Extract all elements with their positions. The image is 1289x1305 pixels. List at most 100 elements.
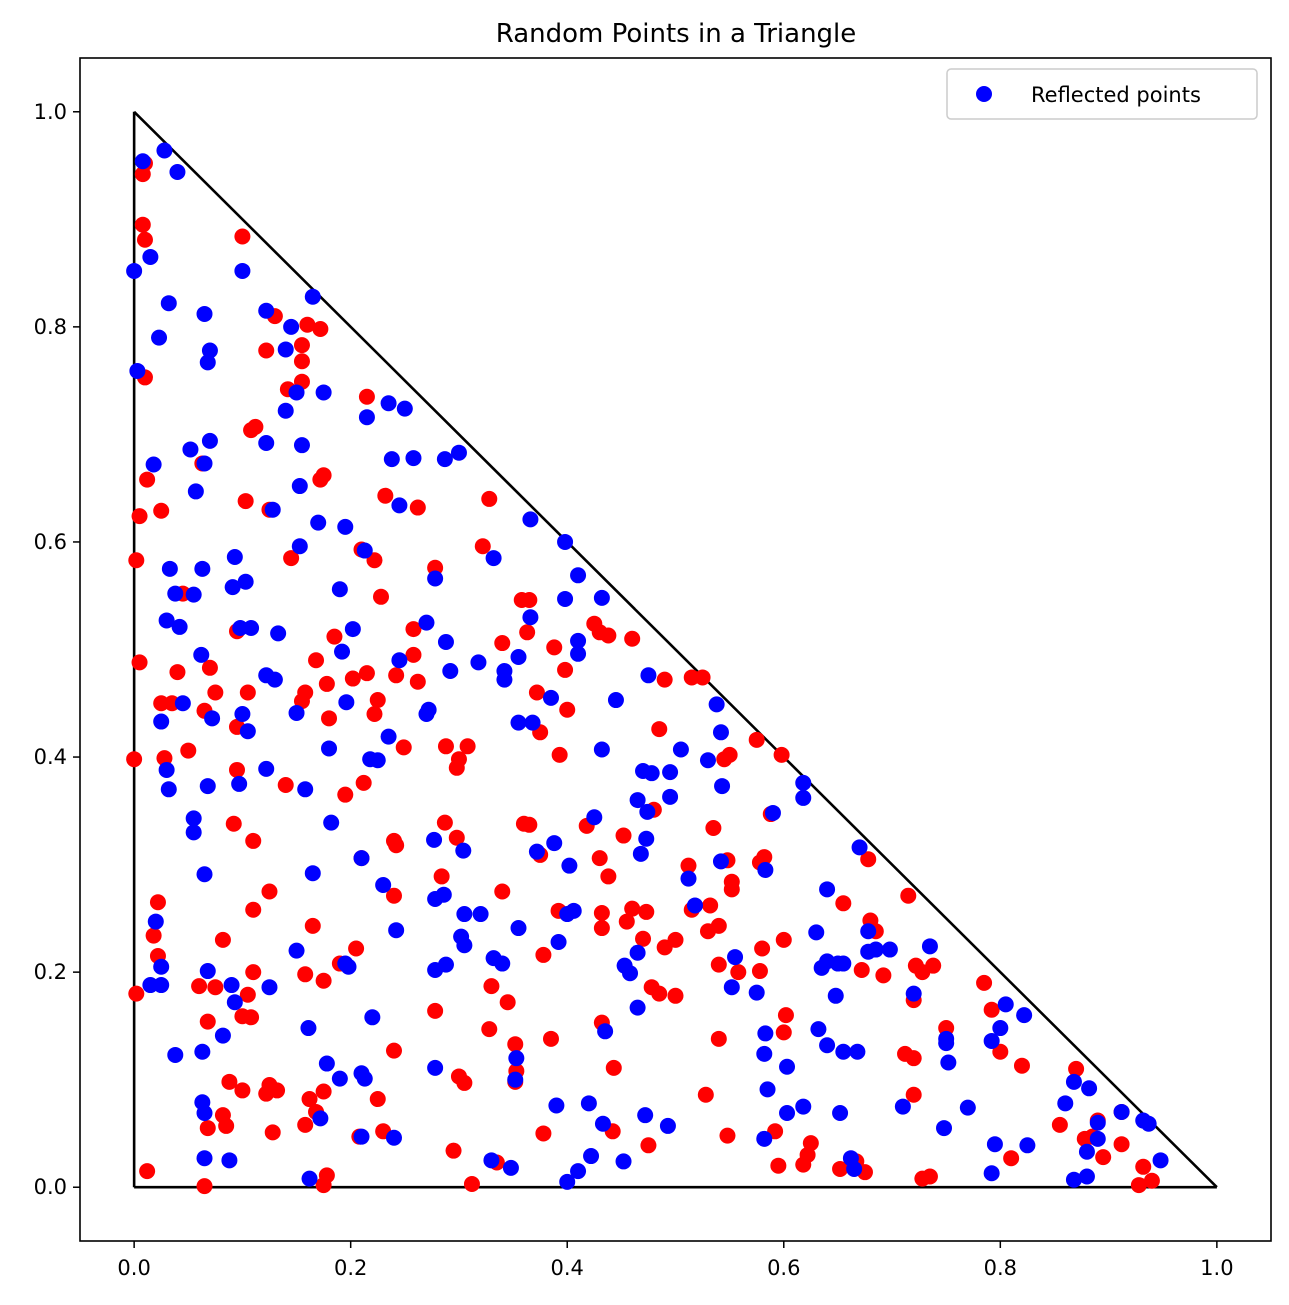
reflected-point — [226, 549, 243, 566]
reflected-point — [129, 362, 146, 379]
reflected-point — [629, 792, 646, 809]
reflected-point — [723, 979, 740, 996]
reflected-point — [375, 877, 392, 894]
red-point — [593, 920, 610, 937]
reflected-point — [158, 612, 175, 629]
reflected-point — [380, 728, 397, 745]
red-point — [875, 967, 892, 984]
reflected-point — [427, 570, 444, 587]
red-point — [139, 1163, 156, 1180]
x-tick-label: 0.4 — [551, 1256, 584, 1280]
reflected-point — [315, 384, 332, 401]
reflected-point — [593, 741, 610, 758]
reflected-point — [570, 1163, 587, 1180]
reflected-point — [167, 1046, 184, 1063]
reflected-point — [226, 994, 243, 1011]
reflected-point — [699, 752, 716, 769]
red-point — [405, 621, 422, 638]
x-tick-label: 0.8 — [984, 1256, 1017, 1280]
red-point — [521, 592, 538, 609]
reflected-point — [557, 590, 574, 607]
reflected-point — [436, 451, 453, 468]
red-point — [802, 1135, 819, 1152]
red-point — [591, 850, 608, 867]
reflected-point — [629, 944, 646, 961]
red-point — [600, 627, 617, 644]
reflected-point — [293, 437, 310, 454]
reflected-point — [288, 942, 305, 959]
red-point — [201, 659, 218, 676]
reflected-point — [507, 1071, 524, 1088]
reflected-point — [1081, 1080, 1098, 1097]
reflected-point — [142, 977, 159, 994]
red-point — [145, 927, 162, 944]
reflected-point — [364, 1009, 381, 1026]
red-point — [542, 1030, 559, 1047]
reflected-point — [153, 713, 170, 730]
reflected-point — [126, 262, 143, 279]
red-point — [551, 746, 568, 763]
x-axis: 0.0 0.2 0.4 0.6 0.8 1.0 — [117, 1241, 1234, 1280]
reflected-point — [418, 614, 435, 631]
reflected-point — [291, 538, 308, 555]
red-point — [483, 978, 500, 995]
red-point — [535, 1125, 552, 1142]
y-tick-label: 0.6 — [34, 530, 67, 554]
red-point — [618, 913, 635, 930]
red-point — [405, 646, 422, 663]
y-tick-label: 1.0 — [34, 100, 67, 124]
reflected-point — [277, 341, 294, 358]
red-point — [521, 816, 538, 833]
red-point — [710, 917, 727, 934]
reflected-point — [204, 710, 221, 727]
red-point — [301, 1091, 318, 1108]
red-point — [635, 930, 652, 947]
red-point — [832, 1160, 849, 1177]
reflected-point — [708, 696, 725, 713]
reflected-point — [237, 573, 254, 590]
reflected-point — [356, 1070, 373, 1087]
reflected-point — [310, 514, 327, 531]
red-point — [559, 701, 576, 718]
red-point — [245, 964, 262, 981]
red-point — [751, 963, 768, 980]
reflected-point — [334, 643, 351, 660]
reflected-point — [496, 671, 513, 688]
reflected-point — [291, 478, 308, 495]
reflected-point — [757, 861, 774, 878]
reflected-point — [420, 701, 437, 718]
reflected-point — [199, 778, 216, 795]
reflected-point — [160, 781, 177, 798]
reflected-point — [142, 248, 159, 265]
red-point — [297, 966, 314, 983]
red-point — [372, 588, 389, 605]
reflected-point — [779, 1105, 796, 1122]
red-point — [593, 904, 610, 921]
reflected-point — [304, 288, 321, 305]
reflected-point — [808, 924, 825, 941]
reflected-point — [331, 581, 348, 598]
red-point — [1135, 1158, 1152, 1175]
reflected-point — [297, 781, 314, 798]
reflected-point — [819, 881, 836, 898]
red-point — [730, 964, 747, 981]
reflected-point — [456, 906, 473, 923]
red-point — [149, 894, 166, 911]
red-point — [261, 883, 278, 900]
red-point — [983, 1001, 1000, 1018]
reflected-point — [546, 835, 563, 852]
reflected-point — [638, 830, 655, 847]
red-point — [385, 887, 402, 904]
reflected-point — [338, 694, 355, 711]
reflected-point — [185, 810, 202, 827]
reflected-point — [565, 902, 582, 919]
reflected-point — [672, 741, 689, 758]
red-point — [1143, 1172, 1160, 1189]
legend: Reflected points — [946, 68, 1258, 120]
reflected-point — [485, 550, 502, 567]
reflected-point — [860, 923, 877, 940]
reflected-point — [1065, 1073, 1082, 1090]
reflected-point — [1019, 1137, 1036, 1154]
red-point — [605, 1059, 622, 1076]
